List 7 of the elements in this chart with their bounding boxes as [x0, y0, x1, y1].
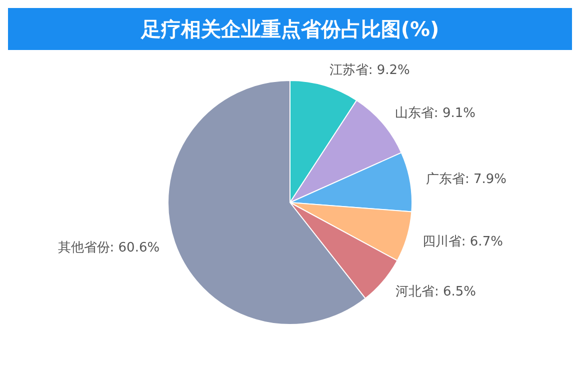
slice-label: 河北省: 6.5% [395, 284, 476, 300]
slice-label: 广东省: 7.9% [426, 172, 506, 187]
slice-label: 其他省份: 60.6% [58, 240, 160, 256]
chart-title: 足疗相关企业重点省份占比图(%) [8, 8, 572, 50]
slice-label: 四川省: 6.7% [422, 234, 503, 250]
slice-label: 江苏省: 9.2% [329, 63, 410, 78]
slice-label: 山东省: 9.1% [394, 106, 476, 121]
